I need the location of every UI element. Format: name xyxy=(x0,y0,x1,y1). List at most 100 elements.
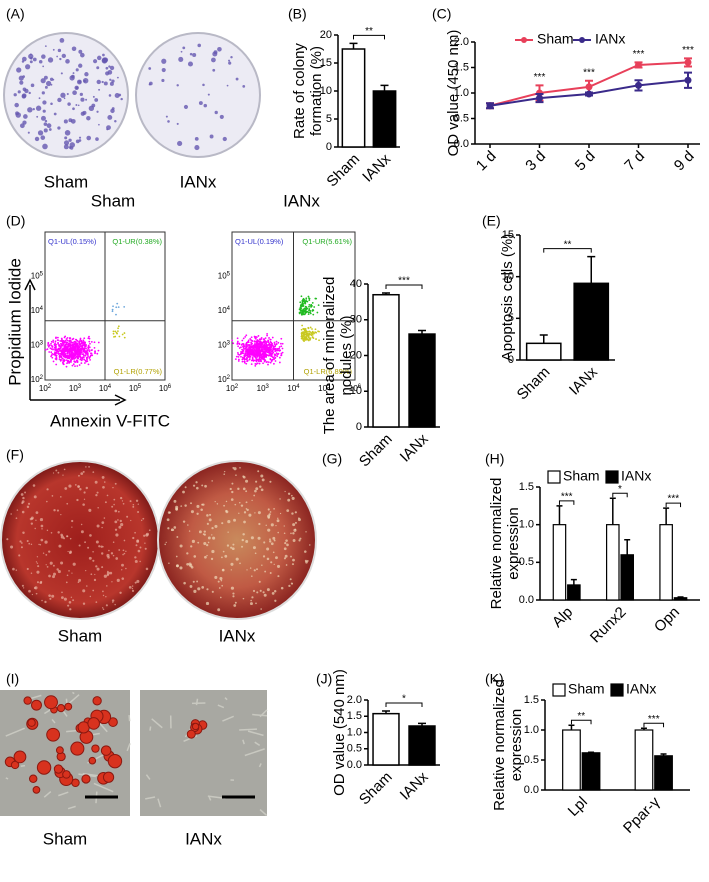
nodule xyxy=(292,558,295,562)
y-axis-title: OD value (450 nm) xyxy=(445,30,462,157)
colony xyxy=(40,135,46,140)
nodule xyxy=(292,523,296,527)
event-dot xyxy=(123,305,126,308)
colony xyxy=(25,64,31,70)
y-tick-label: 0.0 xyxy=(519,594,534,606)
nodule xyxy=(36,570,40,574)
panel-letter: (H) xyxy=(485,451,504,467)
event-dot xyxy=(62,353,65,355)
legend-marker xyxy=(521,37,527,43)
nodule xyxy=(182,490,185,494)
event-dot xyxy=(80,362,83,364)
lipid-droplet xyxy=(186,729,196,739)
y-tick-label: 10 xyxy=(502,271,514,283)
nodule xyxy=(37,565,40,568)
nodule xyxy=(279,512,282,515)
y-tick-label: 1.0 xyxy=(524,724,539,736)
nodule xyxy=(241,538,244,542)
error-bar xyxy=(609,497,616,525)
arrow-head xyxy=(114,394,127,406)
event-dot xyxy=(234,358,237,360)
colony xyxy=(37,130,44,136)
nodule xyxy=(175,508,178,511)
nodule xyxy=(192,484,196,487)
colony xyxy=(78,139,82,142)
significance-label: *** xyxy=(561,491,573,502)
quadrant-label: Q1-LR(0.77%) xyxy=(114,367,163,376)
nodule xyxy=(272,536,276,540)
bar xyxy=(341,48,366,148)
nodule xyxy=(78,544,81,547)
nodule xyxy=(131,585,134,587)
nodule xyxy=(69,537,72,540)
x-tick-label: 5 d xyxy=(572,148,599,175)
micrograph xyxy=(140,690,267,816)
nodule xyxy=(212,536,216,540)
bar xyxy=(408,725,436,766)
colony xyxy=(61,53,66,59)
nodule xyxy=(245,501,248,504)
event-dot xyxy=(299,306,302,309)
tick-base: 10 xyxy=(218,306,227,315)
nodule xyxy=(30,522,33,525)
event-dot xyxy=(46,348,49,351)
nodule xyxy=(102,608,105,611)
colony xyxy=(32,108,35,111)
event-dot xyxy=(69,339,72,342)
nodule xyxy=(105,604,108,607)
nodule xyxy=(206,544,209,547)
colony xyxy=(80,52,85,58)
event-dot xyxy=(115,306,118,309)
event-dot xyxy=(250,352,252,355)
nodule xyxy=(113,503,115,506)
nodule xyxy=(209,513,212,516)
event-dot xyxy=(50,351,53,354)
event-dot xyxy=(242,343,245,346)
nodule xyxy=(270,542,274,546)
event-dot xyxy=(78,345,80,348)
event-dot xyxy=(316,311,319,314)
point xyxy=(635,81,642,89)
event-dot xyxy=(252,353,254,356)
nodule xyxy=(257,470,260,473)
event-dot xyxy=(83,350,86,353)
nodule xyxy=(291,494,293,497)
tick-base: 10 xyxy=(99,384,108,393)
event-dot xyxy=(273,343,276,345)
colony xyxy=(207,93,210,96)
nodule xyxy=(52,564,55,567)
nodule xyxy=(68,484,72,488)
event-dot xyxy=(59,352,62,355)
nodule xyxy=(255,487,259,491)
nodule xyxy=(214,575,218,579)
colony xyxy=(60,72,63,75)
nodule xyxy=(103,517,106,519)
nodule xyxy=(30,516,34,520)
legend-swatch xyxy=(552,683,566,697)
nodule xyxy=(52,472,55,474)
colony xyxy=(109,65,115,71)
x-tick-label: IANx xyxy=(566,363,601,398)
tick-exponent: 3 xyxy=(266,384,270,390)
tick-base: 10 xyxy=(31,272,40,281)
significance-bracket xyxy=(570,719,592,725)
event-dot xyxy=(246,353,249,356)
colony xyxy=(63,144,69,150)
nodule xyxy=(78,578,82,582)
colony xyxy=(108,65,111,68)
nodule xyxy=(41,528,43,530)
y-axis-title: OD value (540 nm) xyxy=(331,669,348,796)
nodule xyxy=(135,499,139,502)
colony xyxy=(182,46,186,50)
event-dot xyxy=(254,346,257,348)
nodule xyxy=(57,570,61,574)
event-dot xyxy=(251,351,254,354)
nodule xyxy=(230,498,234,501)
tick-exponent: 4 xyxy=(40,306,44,312)
nodule xyxy=(226,544,230,547)
y-axis-title: Apoptosis cells (%) xyxy=(499,234,516,362)
nodule xyxy=(34,527,36,530)
event-dot xyxy=(76,361,79,363)
nodule xyxy=(173,499,177,503)
